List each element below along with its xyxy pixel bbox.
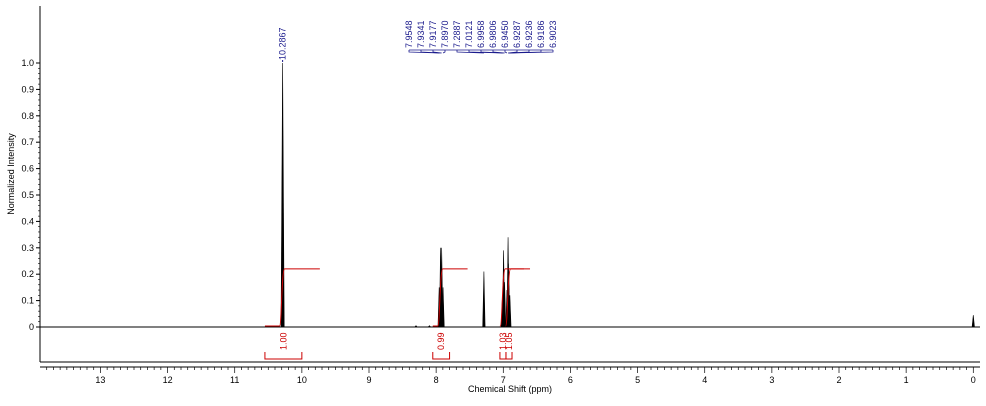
x-tick-label: 13	[95, 375, 105, 385]
peak-label: 6.9236	[524, 20, 534, 48]
integral-value: 1.03	[498, 332, 508, 350]
peak-label: 6.9450	[500, 20, 510, 48]
y-tick-label: 0.6	[21, 164, 34, 174]
y-tick-label: 1.0	[21, 58, 34, 68]
peak-label: 7.9548	[404, 20, 414, 48]
peak-label: 7.0121	[464, 20, 474, 48]
y-tick-label: 0.3	[21, 243, 34, 253]
peak-label: 6.9958	[476, 20, 486, 48]
spectrum-layer	[280, 62, 975, 328]
integral-bracket	[499, 352, 507, 360]
peak-label: 6.9287	[512, 20, 522, 48]
integral-layer: 1.00 0.99 1.031.05	[264, 268, 531, 360]
peak-label-leader	[504, 50, 508, 54]
peak-label: 10.2867	[278, 27, 288, 60]
peak-label-leader	[480, 50, 504, 54]
spectrum-peak	[503, 282, 507, 328]
integral-value: 1.05	[504, 332, 514, 350]
spectrum-peak	[508, 295, 512, 328]
x-tick-label: 3	[769, 375, 774, 385]
y-tick-label: 0.5	[21, 190, 34, 200]
integral-curve	[432, 268, 468, 327]
x-tick-label: 12	[163, 375, 173, 385]
peak-label: 7.9341	[416, 20, 426, 48]
peak-label-leader	[420, 50, 441, 54]
y-axis-title: Normalized Intensity	[6, 133, 16, 215]
x-tick-label: 0	[971, 375, 976, 385]
x-tick-label: 2	[836, 375, 841, 385]
peak-label-leader	[492, 50, 505, 54]
x-tick-label: 8	[434, 375, 439, 385]
integral-curve	[505, 268, 531, 327]
peak-label: 7.2887	[452, 20, 462, 48]
peak-label-layer: 10.2867 7.9548 7.9341 7.9177 7.8970 7.2887 7.0…	[278, 20, 558, 62]
integral-bracket	[505, 352, 513, 360]
y-tick-label: 0.9	[21, 84, 34, 94]
integral-value: 0.99	[436, 332, 446, 350]
spectrum-peak	[280, 62, 285, 328]
peak-label-leader	[456, 50, 484, 54]
x-tick-label: 9	[366, 375, 371, 385]
spectrum-peak	[441, 287, 445, 328]
integral-curve	[499, 268, 524, 327]
spectrum-peak	[427, 325, 432, 328]
x-tick-label: 10	[297, 375, 307, 385]
x-axis: 13 12 11 10 9 8 7 6 5 4 3 2 1 0	[46, 367, 976, 385]
integral-value: 1.00	[278, 332, 288, 350]
y-axis: 0 0.1 0.2 0.3 0.4 0.5 0.6 0.7 0.8 0.9 1.0	[21, 58, 40, 332]
peak-label: 7.8970	[440, 20, 450, 48]
x-tick-label: 7	[501, 375, 506, 385]
peak-label: 6.9023	[548, 20, 558, 48]
spectrum-peak	[971, 315, 975, 328]
x-tick-label: 5	[635, 375, 640, 385]
peak-label-leader	[432, 50, 442, 54]
x-axis-title: Chemical Shift (ppm)	[468, 384, 552, 394]
spectrum-peak	[414, 325, 418, 328]
spectrum-peak	[482, 271, 486, 328]
peak-label: 6.9806	[488, 20, 498, 48]
x-tick-label: 4	[702, 375, 707, 385]
y-tick-label: 0.7	[21, 137, 34, 147]
y-tick-label: 0.2	[21, 269, 34, 279]
integral-curve	[264, 268, 320, 327]
x-tick-label: 1	[904, 375, 909, 385]
integral-bracket	[264, 352, 303, 360]
peak-label-leader	[509, 50, 554, 54]
x-tick-label: 6	[568, 375, 573, 385]
y-tick-label: 0.4	[21, 216, 34, 226]
y-tick-label: 0.1	[21, 296, 34, 306]
peak-label: 7.9177	[428, 20, 438, 48]
y-tick-label: 0.8	[21, 111, 34, 121]
peak-label: 6.9186	[536, 20, 546, 48]
x-tick-label: 11	[230, 375, 239, 385]
y-tick-label: 0	[29, 322, 34, 332]
peak-label-leader	[442, 50, 446, 54]
integral-bracket	[432, 352, 451, 360]
